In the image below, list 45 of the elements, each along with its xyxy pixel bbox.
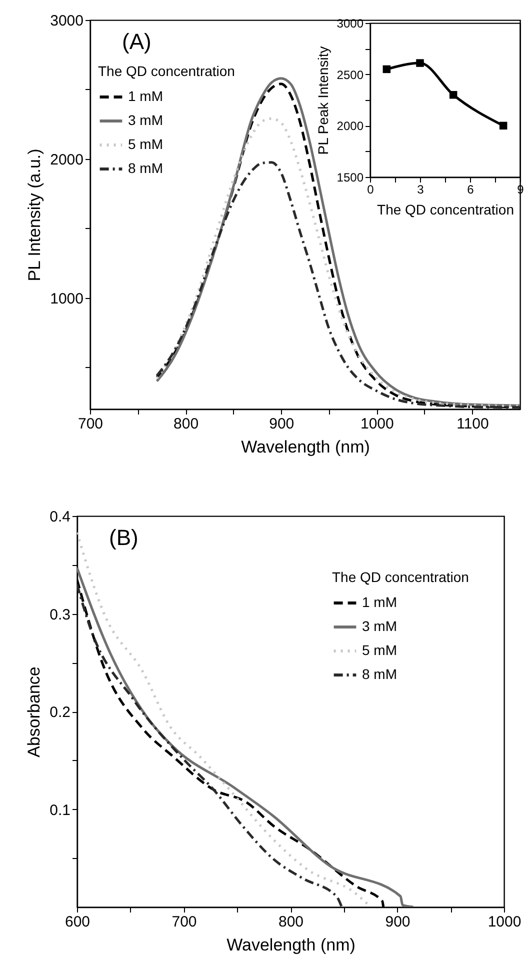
y-tick-label: 1000 — [50, 290, 84, 308]
y-tick-label: 0.1 — [50, 802, 70, 819]
x-tick-label: 1100 — [456, 416, 489, 432]
legend-title: The QD concentration — [332, 569, 469, 585]
x-tick-label: 1000 — [488, 914, 522, 930]
x-axis-title: Wavelength (nm) — [241, 438, 370, 456]
legend-label: 1 mM — [362, 594, 397, 610]
x-tick-label: 700 — [78, 416, 104, 432]
point — [382, 65, 391, 74]
point — [416, 59, 424, 67]
y-tick-label: 2000 — [50, 151, 84, 168]
x-tick-label: 0 — [367, 182, 374, 196]
y-tick-label: 1500 — [336, 170, 364, 184]
x-tick-label: 900 — [385, 914, 410, 930]
point — [499, 122, 508, 130]
legend-label: 8 mM — [128, 160, 163, 176]
y-tick-label: 0.3 — [50, 606, 70, 624]
legend-label: 3 mM — [362, 618, 397, 634]
legend-label: 8 mM — [362, 666, 397, 682]
x-axis-title: The QD concentration — [377, 202, 514, 218]
annotation: (B) — [109, 525, 138, 550]
y-tick-label: 0.2 — [50, 704, 70, 721]
legend-label: 5 mM — [128, 136, 163, 152]
y-axis-title: PL Peak Intensity — [314, 46, 331, 155]
x-tick-label: 700 — [172, 914, 197, 930]
x-tick-label: 600 — [64, 914, 90, 930]
legend-label: 3 mM — [128, 112, 163, 128]
x-tick-label: 6 — [467, 182, 474, 196]
x-tick-label: 800 — [174, 416, 199, 432]
x-tick-label: 3 — [417, 182, 424, 196]
y-axis-title: PL Intensity (a.u.) — [25, 148, 44, 282]
y-tick-label: 2000 — [336, 119, 364, 134]
x-axis-title: Wavelength (nm) — [226, 936, 356, 954]
point — [449, 90, 458, 99]
x-tick-label: 800 — [278, 914, 304, 930]
y-tick-label: 2500 — [336, 68, 364, 82]
x-tick-label: 1000 — [360, 416, 394, 432]
annotation: (A) — [122, 29, 152, 54]
y-tick-label: 3000 — [50, 12, 84, 30]
legend-title: The QD concentration — [98, 63, 235, 79]
x-tick-label: 900 — [269, 416, 294, 432]
y-tick-label: 0.4 — [50, 508, 70, 526]
legend-label: 1 mM — [128, 88, 163, 104]
y-axis-title: Absorbance — [24, 666, 44, 758]
legend-label: 5 mM — [362, 642, 397, 658]
